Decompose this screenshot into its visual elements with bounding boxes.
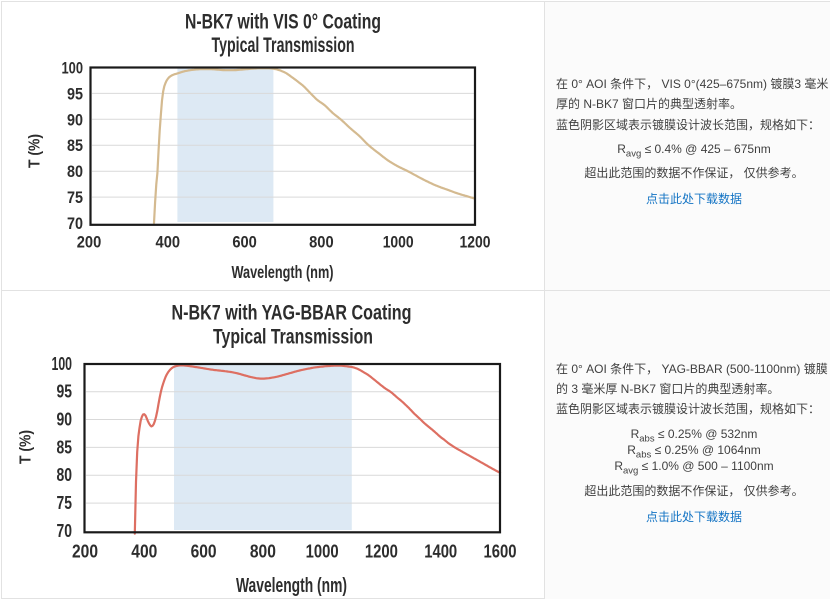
svg-text:1200: 1200 bbox=[460, 234, 491, 252]
svg-text:70: 70 bbox=[57, 521, 73, 541]
svg-text:200: 200 bbox=[72, 542, 98, 562]
svg-text:85: 85 bbox=[67, 137, 83, 155]
svg-text:95: 95 bbox=[67, 85, 83, 103]
svg-text:100: 100 bbox=[62, 60, 84, 78]
svg-text:800: 800 bbox=[309, 234, 334, 252]
svg-text:400: 400 bbox=[131, 542, 157, 562]
svg-text:1200: 1200 bbox=[365, 542, 398, 562]
svg-text:70: 70 bbox=[67, 215, 83, 233]
svg-text:100: 100 bbox=[52, 354, 73, 374]
svg-text:Wavelength (nm): Wavelength (nm) bbox=[236, 575, 347, 597]
svg-text:600: 600 bbox=[232, 234, 257, 252]
svg-text:Typical Transmission: Typical Transmission bbox=[212, 34, 355, 57]
svg-text:80: 80 bbox=[57, 465, 73, 485]
svg-text:T (%): T (%) bbox=[18, 430, 35, 464]
svg-text:400: 400 bbox=[156, 234, 181, 252]
svg-text:800: 800 bbox=[250, 542, 276, 562]
svg-text:1400: 1400 bbox=[424, 542, 457, 562]
svg-text:90: 90 bbox=[67, 111, 83, 129]
svg-text:N-BK7 with VIS 0° Coating: N-BK7 with VIS 0° Coating bbox=[185, 11, 381, 34]
svg-text:600: 600 bbox=[191, 542, 217, 562]
svg-text:N-BK7 with YAG-BBAR Coating: N-BK7 with YAG-BBAR Coating bbox=[172, 302, 412, 325]
svg-text:75: 75 bbox=[57, 493, 73, 513]
svg-text:85: 85 bbox=[57, 437, 73, 457]
svg-text:80: 80 bbox=[67, 163, 83, 181]
svg-text:95: 95 bbox=[57, 382, 73, 402]
svg-text:T (%): T (%) bbox=[27, 134, 44, 168]
svg-text:1600: 1600 bbox=[484, 542, 517, 562]
svg-text:1000: 1000 bbox=[306, 542, 339, 562]
svg-text:75: 75 bbox=[67, 189, 83, 207]
svg-text:90: 90 bbox=[57, 410, 73, 430]
svg-text:1000: 1000 bbox=[383, 234, 414, 252]
svg-text:200: 200 bbox=[77, 234, 102, 252]
svg-text:Wavelength (nm): Wavelength (nm) bbox=[232, 262, 334, 282]
svg-text:Typical Transmission: Typical Transmission bbox=[213, 326, 373, 349]
